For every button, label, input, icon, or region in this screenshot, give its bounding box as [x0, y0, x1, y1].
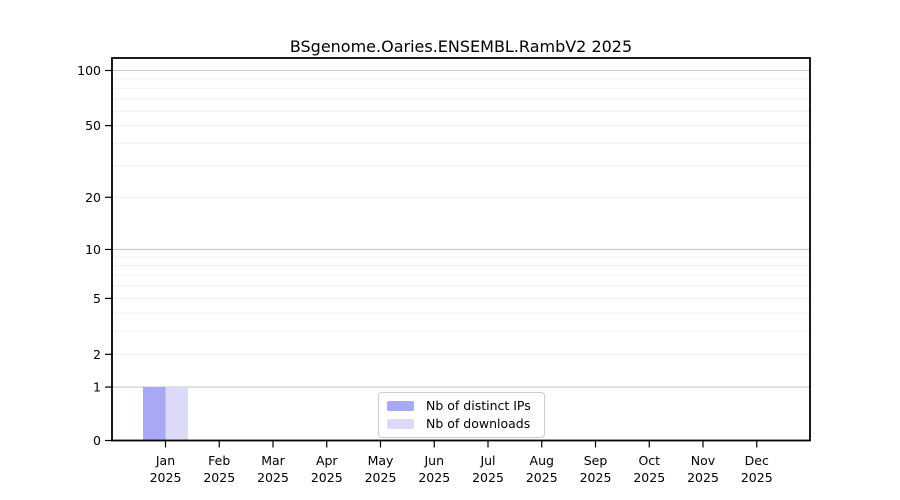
- chart-title: BSgenome.Oaries.ENSEMBL.RambV2 2025: [289, 37, 633, 56]
- y-tick-label: 0: [93, 433, 101, 448]
- x-tick-year-label: 2025: [472, 470, 504, 485]
- x-tick-year-label: 2025: [526, 470, 558, 485]
- x-tick-year-label: 2025: [365, 470, 397, 485]
- y-tick-label: 20: [85, 190, 101, 205]
- x-tick-month-label: Jul: [479, 453, 495, 468]
- bar-downloads: [165, 387, 188, 441]
- legend: Nb of distinct IPs Nb of downloads: [378, 392, 545, 438]
- x-tick-month-label: Nov: [691, 453, 716, 468]
- x-tick-year-label: 2025: [741, 470, 773, 485]
- x-tick-month-label: Jan: [155, 453, 175, 468]
- x-tick-year-label: 2025: [633, 470, 665, 485]
- x-tick-month-label: May: [368, 453, 394, 468]
- x-tick-month-label: Mar: [261, 453, 285, 468]
- x-tick-year-label: 2025: [687, 470, 719, 485]
- x-tick-year-label: 2025: [203, 470, 235, 485]
- y-tick-label: 5: [93, 291, 101, 306]
- x-tick-year-label: 2025: [150, 470, 182, 485]
- y-tick-label: 2: [93, 347, 101, 362]
- legend-swatch-downloads: [387, 419, 414, 429]
- legend-label-downloads: Nb of downloads: [426, 416, 531, 431]
- x-tick-year-label: 2025: [418, 470, 450, 485]
- x-tick-year-label: 2025: [257, 470, 289, 485]
- x-tick-month-label: Apr: [316, 453, 338, 468]
- x-tick-year-label: 2025: [311, 470, 343, 485]
- bar-distinct-ips: [143, 387, 166, 441]
- legend-item-distinct-ips: Nb of distinct IPs: [387, 399, 534, 413]
- y-tick-label: 10: [85, 242, 101, 257]
- x-tick-month-label: Oct: [638, 453, 660, 468]
- y-tick-label: 1: [93, 380, 101, 395]
- x-tick-month-label: Aug: [530, 453, 554, 468]
- y-tick-label: 100: [77, 63, 101, 78]
- x-tick-month-label: Sep: [584, 453, 608, 468]
- legend-item-downloads: Nb of downloads: [387, 417, 534, 431]
- y-tick-label: 50: [85, 118, 101, 133]
- x-tick-month-label: Dec: [745, 453, 769, 468]
- x-tick-year-label: 2025: [580, 470, 612, 485]
- legend-swatch-distinct-ips: [387, 401, 414, 411]
- legend-label-distinct-ips: Nb of distinct IPs: [426, 398, 531, 413]
- x-tick-month-label: Jun: [423, 453, 444, 468]
- x-tick-month-label: Feb: [208, 453, 230, 468]
